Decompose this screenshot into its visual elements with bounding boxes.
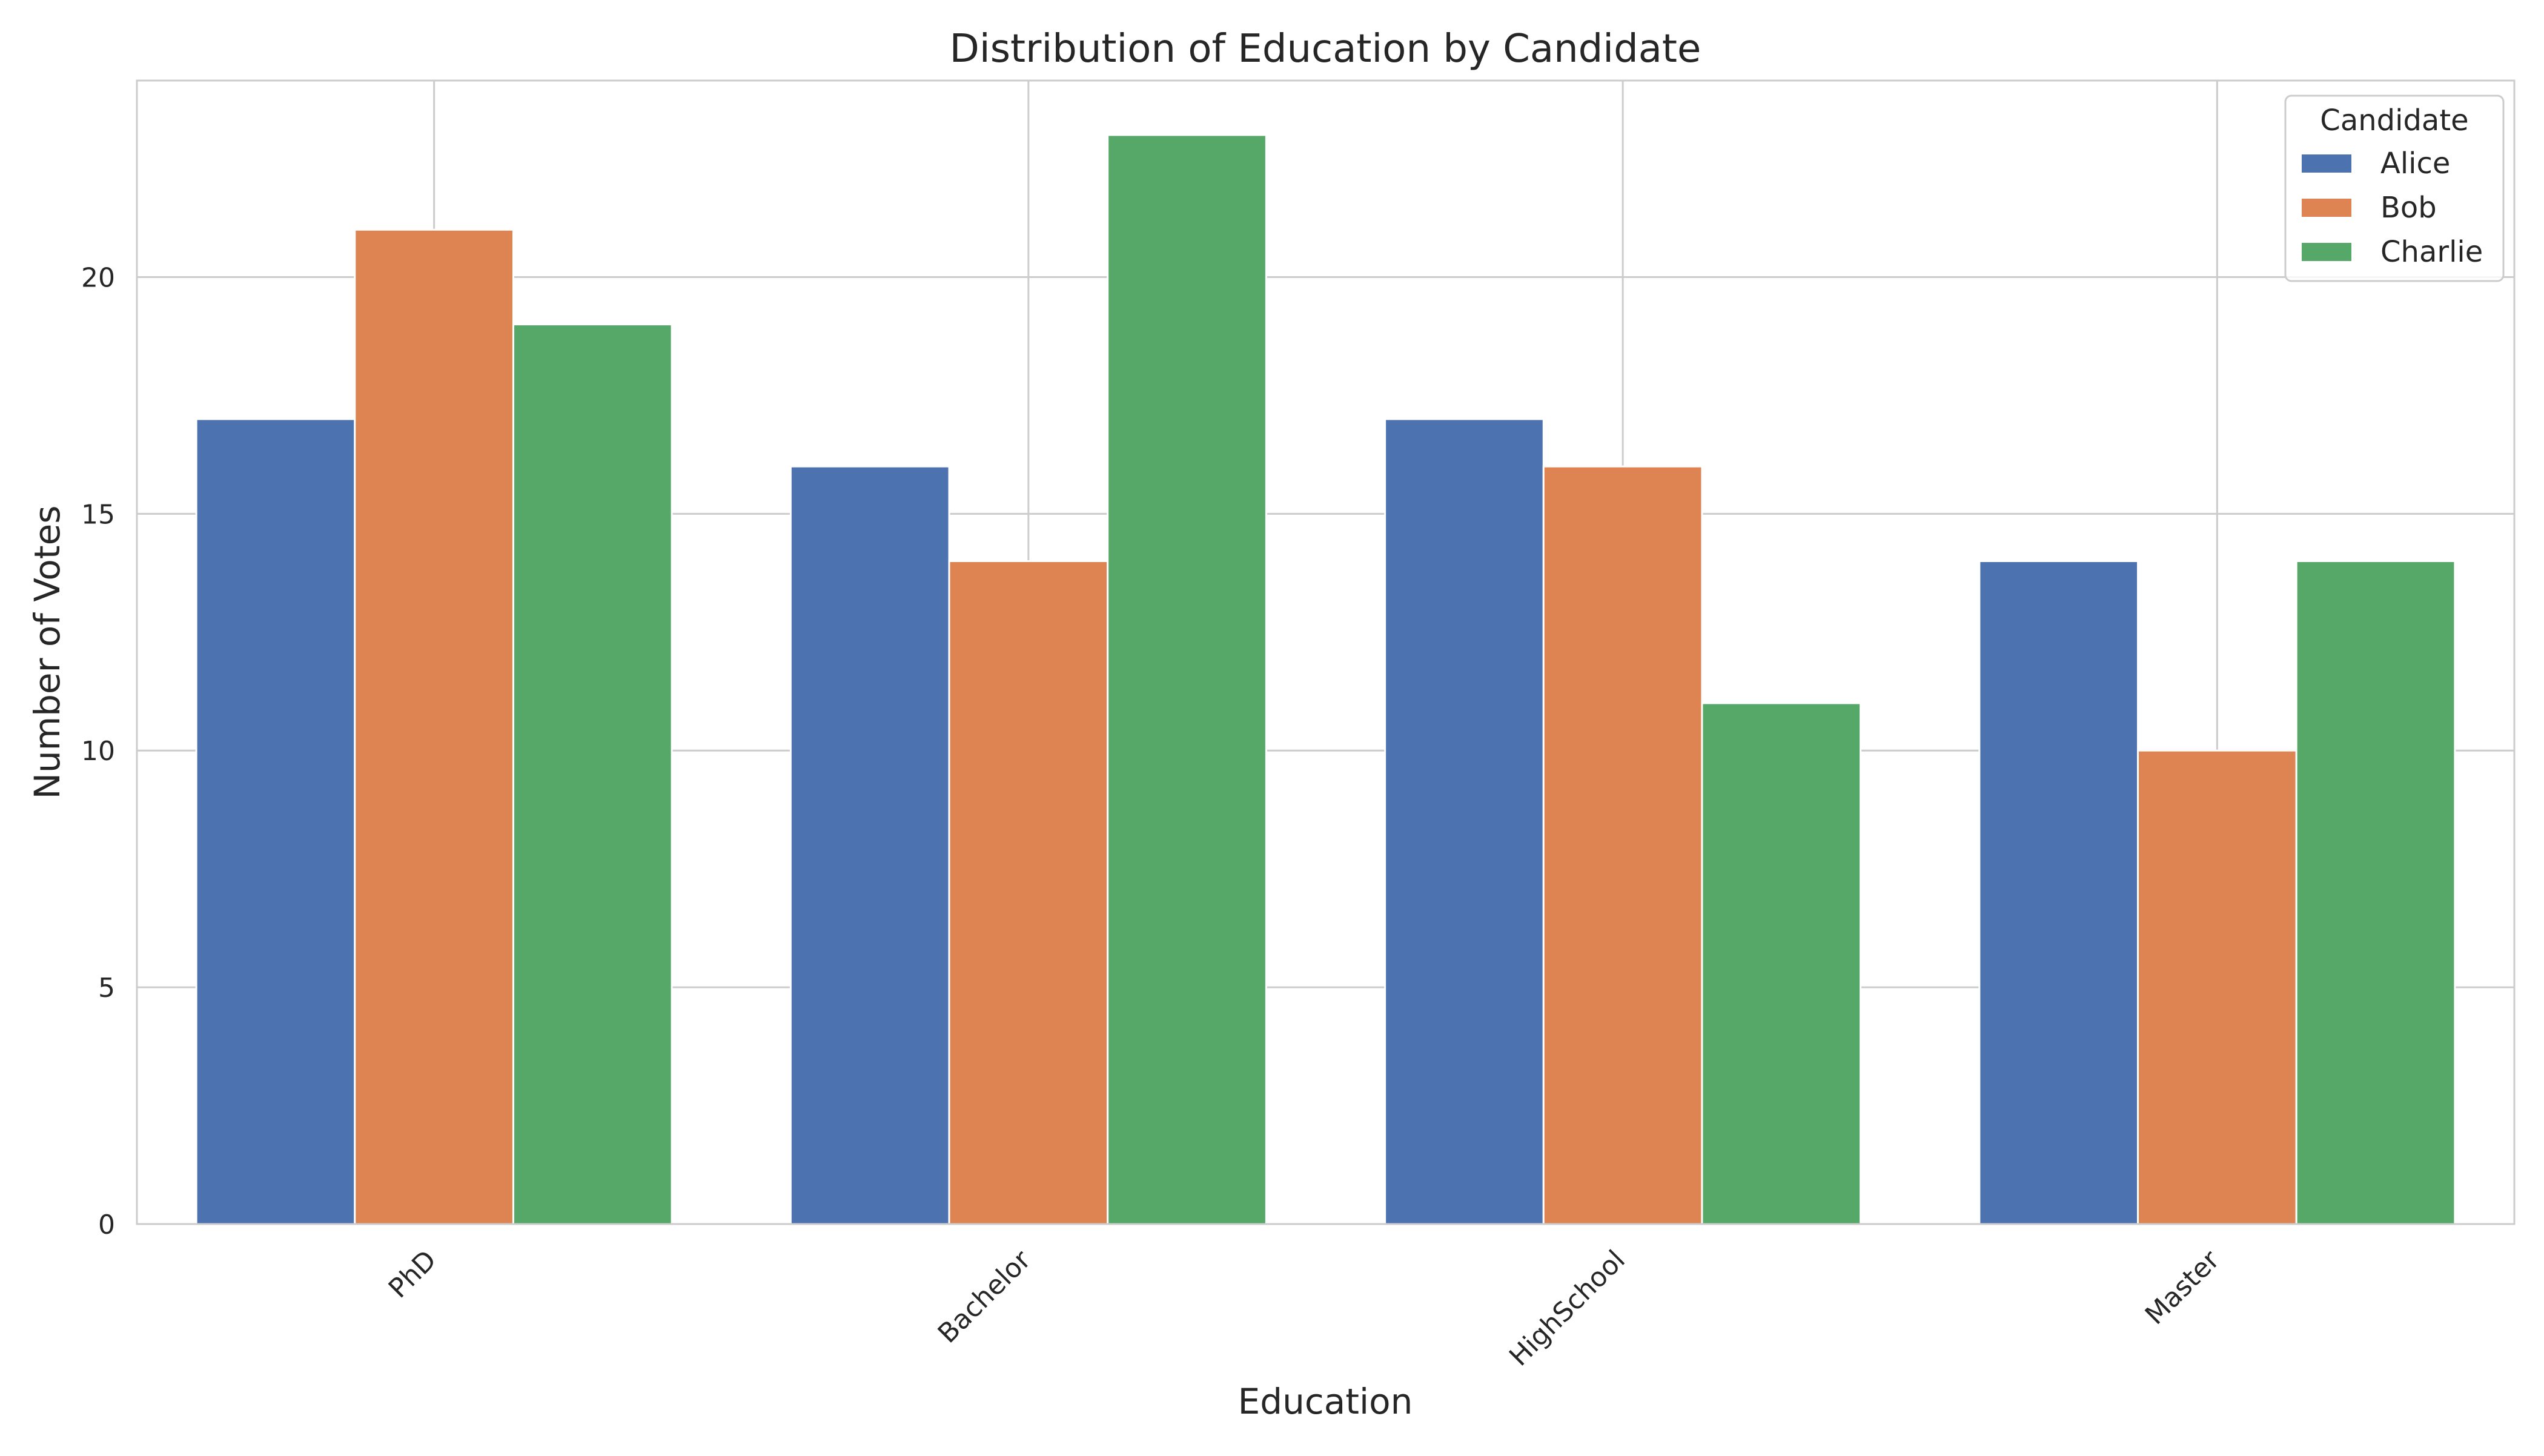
bar-alice-master [1978, 560, 2139, 1225]
bar-charlie-master [2295, 560, 2456, 1225]
bar-bob-highschool [1542, 465, 1703, 1225]
legend-label-charlie: Charlie [2380, 235, 2483, 269]
y-tick-label: 5 [98, 973, 115, 1004]
bar-alice-bachelor [789, 465, 950, 1225]
legend-frame [2284, 94, 2505, 282]
y-tick-label: 20 [81, 262, 115, 293]
bar-charlie-bachelor [1107, 134, 1267, 1225]
x-axis-label: Education [1238, 1381, 1413, 1422]
y-axis-label: Number of Votes [27, 505, 68, 799]
bar-bob-bachelor [948, 560, 1109, 1225]
plot-frame [136, 79, 2516, 1225]
legend-title: Candidate [2320, 104, 2468, 137]
legend: Candidate Alice Bob Charlie [2284, 94, 2505, 282]
bar-alice-highschool [1384, 418, 1545, 1225]
y-tick-label: 10 [81, 736, 115, 767]
legend-swatch-alice [2302, 154, 2351, 173]
legend-swatch-bob [2302, 199, 2351, 217]
bar-bob-master [2137, 749, 2297, 1225]
bar-bob-phd [354, 228, 514, 1225]
legend-swatch-charlie [2302, 243, 2351, 261]
bars [195, 134, 2456, 1225]
bar-alice-phd [195, 418, 356, 1225]
legend-label-alice: Alice [2380, 147, 2450, 180]
chart-title: Distribution of Education by Candidate [950, 27, 1701, 71]
y-tick-label: 15 [81, 499, 115, 530]
bar-charlie-phd [512, 323, 673, 1225]
legend-items: Alice Bob Charlie [2302, 147, 2483, 269]
bar-charlie-highschool [1701, 702, 1862, 1225]
y-tick-label: 0 [98, 1209, 115, 1240]
y-tick-labels: 0 5 10 15 20 [81, 262, 115, 1240]
legend-label-bob: Bob [2380, 191, 2437, 225]
